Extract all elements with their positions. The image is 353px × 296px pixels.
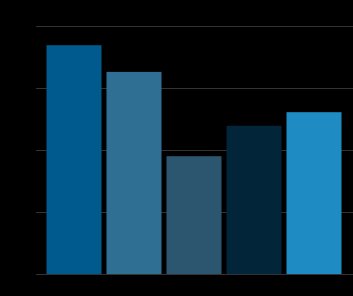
bar <box>106 71 162 274</box>
bar <box>46 45 102 274</box>
bar <box>226 125 282 274</box>
bar <box>166 156 222 274</box>
bar <box>286 112 342 275</box>
